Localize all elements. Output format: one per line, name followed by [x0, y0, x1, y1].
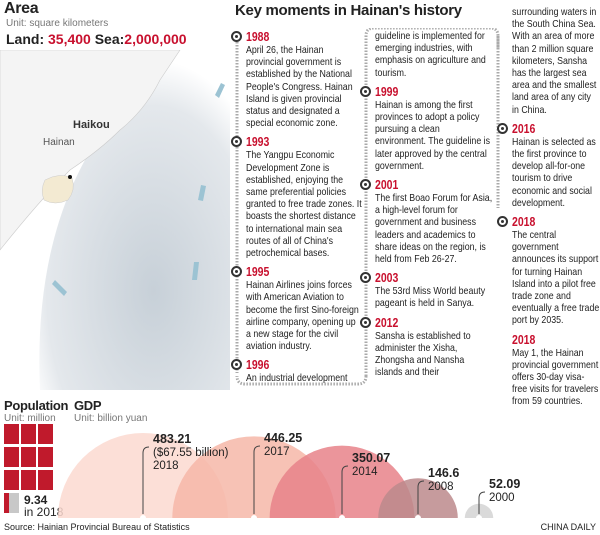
event-2018a: 2018 The central government announces its… [497, 215, 600, 327]
gdp-year: 2014 [352, 466, 378, 478]
timeline-connector [235, 28, 500, 386]
gdp-anchor-dot [339, 515, 345, 520]
gdp-value: 446.25 [264, 431, 303, 445]
gdp-unit: Unit: billion yuan [74, 413, 148, 424]
timeline-column-1: 1988 April 26, the Hainan provincial gove… [231, 30, 362, 391]
population-partial-square [4, 493, 19, 513]
timeline-dot [497, 216, 508, 228]
gdp-year: 2008 [428, 481, 454, 493]
population-value: 9.34 [24, 493, 48, 507]
timeline-dot [231, 31, 242, 42]
gdp-title: GDP [74, 398, 102, 413]
event-1993: 1993 The Yangpu Economic Development Zone… [231, 135, 362, 259]
event-2012-cont: surrounding waters in the South China Se… [512, 6, 597, 116]
gdp-anchor-dot [140, 515, 146, 520]
brand: CHINA DAILY [540, 522, 596, 532]
population-square [38, 447, 53, 467]
population-square [21, 470, 36, 490]
event-2003: 2003 The 53rd Miss World beauty pageant i… [360, 271, 493, 309]
gdp-anchor-dot [476, 515, 482, 520]
gdp-value: 483.21 [153, 432, 192, 446]
gdp-label-2017: 446.25 2017 [264, 432, 302, 459]
timeline-column-2: guideline is implemented for emerging in… [360, 30, 493, 384]
gdp-year: 2018 [153, 460, 179, 472]
event-2001: 2001 The first Boao Forum for Asia, a hig… [360, 178, 493, 265]
timeline-dot [360, 316, 371, 328]
gdp-leader-line [417, 480, 425, 514]
population-square [21, 447, 36, 467]
timeline-dot [497, 122, 508, 134]
population-square [21, 424, 36, 444]
sea-value: 2,000,000 [124, 31, 187, 47]
population-square [4, 424, 19, 444]
gdp-value: 52.09 [489, 477, 521, 491]
gdp-usd-note: ($67.55 billion) [153, 447, 229, 459]
population-caption: in 2018 [24, 505, 64, 519]
gdp-label-2018: 483.21 ($67.55 billion) 2018 [153, 433, 228, 473]
timeline-dot [360, 272, 371, 284]
event-1995: 1995 Hainan Airlines joins forces with Am… [231, 265, 362, 352]
gdp-label-2014: 350.07 2014 [352, 452, 390, 479]
timeline-dot [360, 179, 371, 191]
timeline-column-3: surrounding waters in the South China Se… [497, 6, 600, 414]
timeline-dot [231, 266, 242, 278]
city-label-haikou: Haikou [73, 119, 110, 131]
island-label-hainan: Hainan [43, 137, 75, 148]
gdp-leader-line [142, 446, 150, 514]
gdp-leader-line [253, 445, 261, 514]
event-2012: 2012 Sansha is established to administer … [360, 316, 493, 379]
gdp-year: 2000 [489, 492, 515, 504]
timeline-dot [231, 136, 242, 148]
gdp-leader-line [341, 465, 349, 514]
population-square [4, 470, 19, 490]
gdp-year: 2017 [264, 446, 290, 458]
population-title: Population [4, 398, 69, 413]
timeline-dot [231, 359, 242, 371]
timeline-title: Key moments in Hainan's history [235, 2, 462, 19]
population-label: 9.34 in 2018 [24, 494, 63, 518]
timeline-dot [360, 85, 371, 97]
gdp-leader-line [478, 491, 486, 514]
gdp-anchor-dot [415, 515, 421, 520]
gdp-chart [58, 433, 494, 520]
event-1988: 1988 April 26, the Hainan provincial gove… [231, 30, 362, 129]
land-value: 35,400 [48, 31, 91, 47]
population-square [38, 424, 53, 444]
gdp-value: 350.07 [352, 451, 391, 465]
gdp-label-2008: 146.6 2008 [428, 467, 459, 494]
event-2016: 2016 Hainan is selected as the first prov… [497, 122, 600, 209]
event-1996: 1996 An industrial development [231, 358, 362, 384]
gdp-value: 146.6 [428, 466, 460, 480]
gdp-label-2000: 52.09 2000 [489, 478, 520, 505]
event-1999: 1999 Hainan is among the first provinces … [360, 85, 493, 172]
event-2018b: 2018 May 1, the Hainan provincial governm… [512, 332, 599, 408]
population-square [38, 470, 53, 490]
area-map: Haikou Hainan [0, 50, 230, 390]
gdp-anchor-dot [251, 515, 257, 520]
area-unit: Unit: square kilometers [6, 18, 109, 29]
event-1996-cont: guideline is implemented for emerging in… [375, 30, 486, 79]
population-unit: Unit: million [4, 413, 56, 424]
area-title: Area [4, 0, 39, 17]
land-label: Land: [6, 31, 45, 47]
sea-label: Sea: [94, 31, 125, 47]
source: Source: Hainian Provincial Bureau of Sta… [4, 522, 190, 532]
population-square [4, 447, 19, 467]
area-values: Land: 35,400 Sea:2,000,000 [6, 31, 187, 47]
